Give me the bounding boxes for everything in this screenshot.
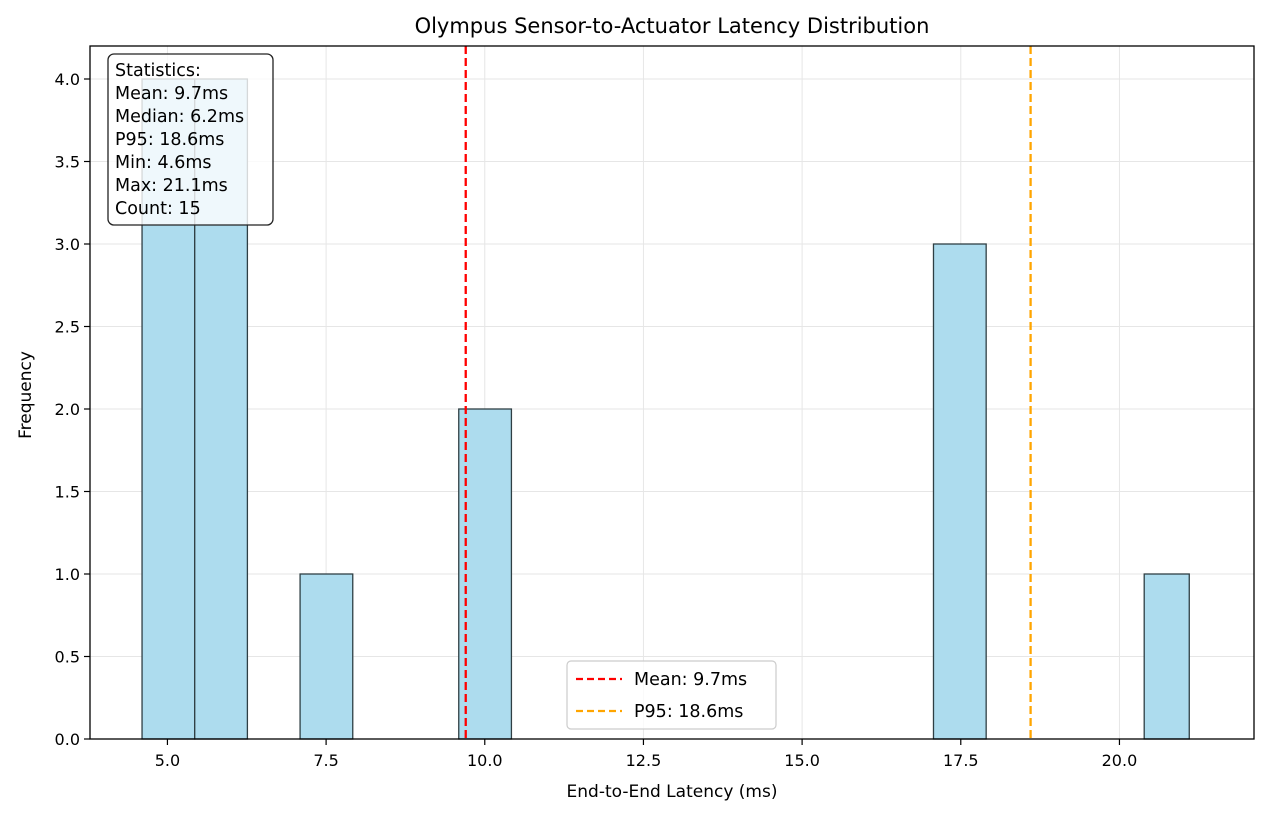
stats-line-median: Median: 6.2ms xyxy=(115,107,244,127)
legend-frame xyxy=(566,660,777,730)
x-tick-label-3: 12.5 xyxy=(626,751,662,770)
chart-title: Olympus Sensor-to-Actuator Latency Distr… xyxy=(415,14,930,38)
x-tick-label-2: 10.0 xyxy=(467,751,503,770)
plot-area-frame xyxy=(89,45,1255,740)
y-tick-label-6: 3.0 xyxy=(55,235,80,254)
reference-lines xyxy=(464,46,1032,739)
y-axis-ticks: 0.0 0.5 1.0 1.5 2.0 2.5 3.0 3.5 4.0 xyxy=(55,70,90,749)
stats-line-count: Count: 15 xyxy=(115,199,201,219)
stats-box: Statistics: Mean: 9.7ms Median: 6.2ms P9… xyxy=(107,53,274,226)
y-tick-label-8: 4.0 xyxy=(55,70,80,89)
histogram-bar-3 xyxy=(458,408,513,740)
histogram-bar-5 xyxy=(1143,573,1190,740)
x-tick-label-5: 17.5 xyxy=(943,751,979,770)
x-axis-ticks: 5.0 7.5 10.0 12.5 15.0 17.5 20.0 xyxy=(155,739,1138,770)
y-tick-label-1: 0.5 xyxy=(55,648,80,667)
histogram-bar-4 xyxy=(932,243,987,740)
y-tick-label-3: 1.5 xyxy=(55,483,80,502)
legend-label-mean: Mean: 9.7ms xyxy=(634,670,747,690)
x-tick-label-4: 15.0 xyxy=(784,751,820,770)
stats-line-p95: P95: 18.6ms xyxy=(115,130,224,150)
y-axis-label: Frequency xyxy=(16,351,36,439)
x-tick-label-1: 7.5 xyxy=(313,751,338,770)
x-tick-label-0: 5.0 xyxy=(155,751,180,770)
y-tick-label-2: 1.0 xyxy=(55,565,80,584)
legend: Mean: 9.7ms P95: 18.6ms xyxy=(566,660,777,730)
stats-line-min: Min: 4.6ms xyxy=(115,153,212,173)
y-tick-label-4: 2.0 xyxy=(55,400,80,419)
y-tick-label-7: 3.5 xyxy=(55,153,80,172)
legend-label-p95: P95: 18.6ms xyxy=(634,702,743,722)
y-tick-label-0: 0.0 xyxy=(55,730,80,749)
histogram-bar-2 xyxy=(299,573,354,740)
y-tick-label-5: 2.5 xyxy=(55,318,80,337)
stats-line-heading: Statistics: xyxy=(115,61,201,81)
x-tick-label-6: 20.0 xyxy=(1102,751,1138,770)
stats-box-frame xyxy=(107,53,274,226)
x-axis-label: End-to-End Latency (ms) xyxy=(567,782,778,802)
stats-line-max: Max: 21.1ms xyxy=(115,176,228,196)
stats-line-mean: Mean: 9.7ms xyxy=(115,84,228,104)
